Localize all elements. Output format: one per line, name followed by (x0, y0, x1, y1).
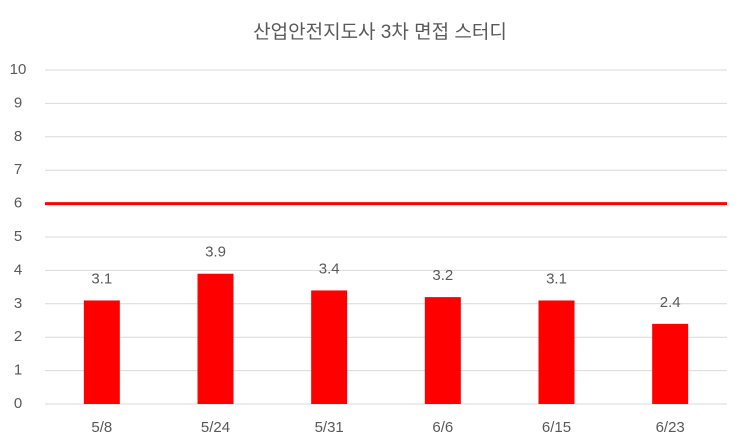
y-tick-label: 2 (14, 328, 22, 345)
data-label: 3.9 (205, 244, 226, 261)
bar (311, 290, 348, 404)
data-label: 3.1 (546, 270, 567, 287)
bar (424, 297, 461, 404)
data-label: 3.1 (91, 270, 112, 287)
bar (538, 300, 575, 404)
y-tick-label: 9 (14, 94, 22, 111)
x-tick-label: 6/6 (432, 419, 453, 436)
chart-title: 산업안전지도사 3차 면접 스터디 (253, 21, 507, 43)
bar (83, 300, 120, 404)
data-label: 3.4 (319, 260, 340, 277)
x-tick-label: 5/31 (315, 419, 344, 436)
y-tick-label: 1 (14, 362, 22, 379)
y-tick-label: 7 (14, 161, 22, 178)
bar (652, 323, 689, 404)
bar (197, 273, 234, 404)
y-tick-label: 8 (14, 128, 22, 145)
x-tick-label: 5/8 (91, 419, 112, 436)
y-tick-label: 4 (14, 261, 22, 278)
data-label: 3.2 (432, 267, 453, 284)
x-tick-label: 5/24 (201, 419, 230, 436)
y-tick-label: 5 (14, 228, 22, 245)
x-tick-label: 6/23 (656, 419, 685, 436)
y-tick-label: 6 (14, 195, 22, 212)
y-tick-label: 3 (14, 295, 22, 312)
data-label: 2.4 (660, 294, 681, 311)
y-tick-label: 10 (10, 61, 27, 78)
x-tick-label: 6/15 (542, 419, 571, 436)
y-tick-label: 0 (14, 395, 22, 412)
